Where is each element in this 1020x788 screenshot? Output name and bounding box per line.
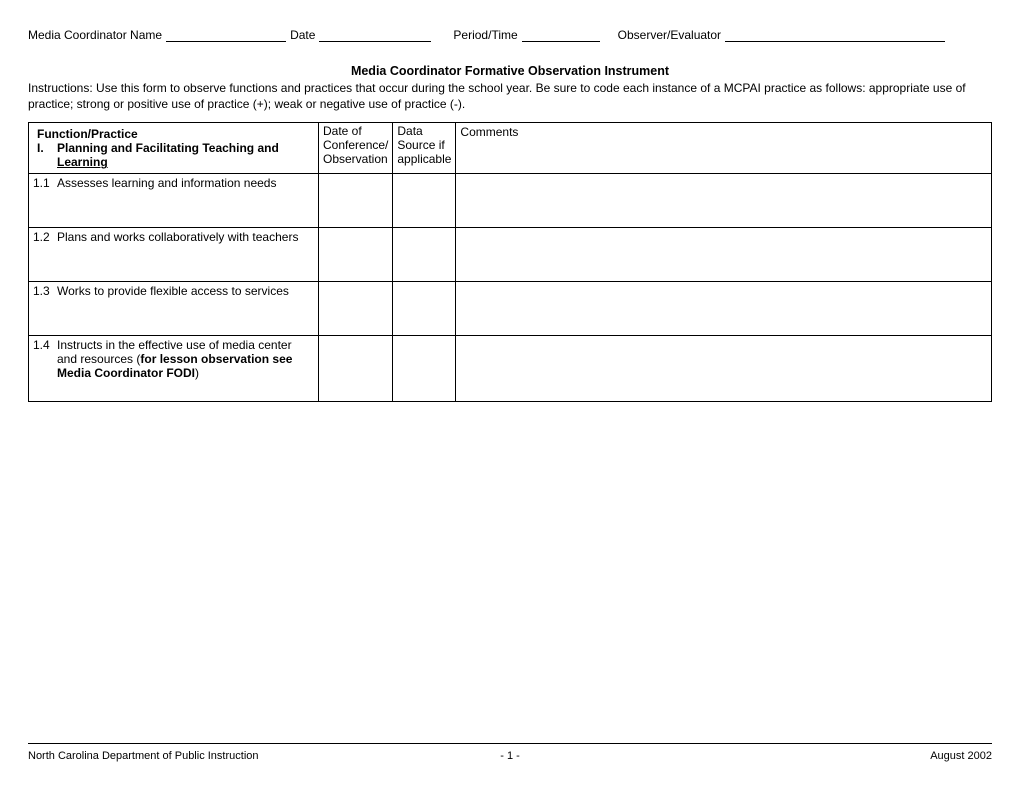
label-date: Date: [290, 28, 315, 42]
label-period-time: Period/Time: [453, 28, 517, 42]
row-text: Assesses learning and information needs: [57, 176, 310, 190]
header-function-practice: Function/Practice I.Planning and Facilit…: [29, 123, 319, 174]
cell-comments[interactable]: [456, 336, 992, 402]
footer-right: August 2002: [930, 750, 992, 762]
table-row: 1.2Plans and works collaboratively with …: [29, 228, 992, 282]
row-num: 1.4: [33, 338, 57, 352]
footer-left: North Carolina Department of Public Inst…: [28, 750, 259, 762]
cell-date[interactable]: [319, 228, 393, 282]
table-row: 1.1Assesses learning and information nee…: [29, 174, 992, 228]
cell-date[interactable]: [319, 174, 393, 228]
page-footer: North Carolina Department of Public Inst…: [28, 743, 992, 762]
header-comments-col: Comments: [456, 123, 992, 174]
cell-source[interactable]: [393, 174, 456, 228]
header-date-col: Date of Conference/ Observation: [319, 123, 393, 174]
instructions-text: Instructions: Use this form to observe f…: [28, 80, 992, 112]
cell-comments[interactable]: [456, 282, 992, 336]
header-fp-label: Function/Practice: [37, 127, 310, 141]
header-source-col: Data Source if applicable: [393, 123, 456, 174]
cell-comments[interactable]: [456, 174, 992, 228]
row-text: Instructs in the effective use of media …: [57, 338, 310, 380]
cell-function: 1.3Works to provide flexible access to s…: [29, 282, 319, 336]
row-num: 1.2: [33, 230, 57, 244]
header-roman: I.: [37, 141, 57, 155]
table-row: 1.3Works to provide flexible access to s…: [29, 282, 992, 336]
cell-source[interactable]: [393, 336, 456, 402]
cell-source[interactable]: [393, 282, 456, 336]
header-section-title: Planning and Facilitating Teaching and: [57, 141, 279, 155]
cell-function: 1.2Plans and works collaboratively with …: [29, 228, 319, 282]
header-section-title2: Learning: [57, 155, 310, 169]
row-num: 1.1: [33, 176, 57, 190]
cell-comments[interactable]: [456, 228, 992, 282]
footer-center: - 1 -: [500, 750, 520, 762]
input-date[interactable]: [319, 41, 431, 42]
cell-date[interactable]: [319, 282, 393, 336]
observation-table: Function/Practice I.Planning and Facilit…: [28, 122, 992, 402]
input-period-time[interactable]: [522, 41, 600, 42]
cell-date[interactable]: [319, 336, 393, 402]
label-observer: Observer/Evaluator: [618, 28, 721, 42]
table-row: 1.4Instructs in the effective use of med…: [29, 336, 992, 402]
row-text: Plans and works collaboratively with tea…: [57, 230, 310, 244]
title-block: Media Coordinator Formative Observation …: [28, 64, 992, 78]
row-text: Works to provide flexible access to serv…: [57, 284, 310, 298]
row-num: 1.3: [33, 284, 57, 298]
header-fields: Media Coordinator Name Date Period/Time …: [28, 28, 992, 42]
document-title: Media Coordinator Formative Observation …: [351, 64, 669, 78]
cell-function: 1.4Instructs in the effective use of med…: [29, 336, 319, 402]
input-observer[interactable]: [725, 41, 945, 42]
label-coordinator-name: Media Coordinator Name: [28, 28, 162, 42]
cell-source[interactable]: [393, 228, 456, 282]
cell-function: 1.1Assesses learning and information nee…: [29, 174, 319, 228]
row-text-post: ): [195, 366, 199, 380]
input-coordinator-name[interactable]: [166, 41, 286, 42]
